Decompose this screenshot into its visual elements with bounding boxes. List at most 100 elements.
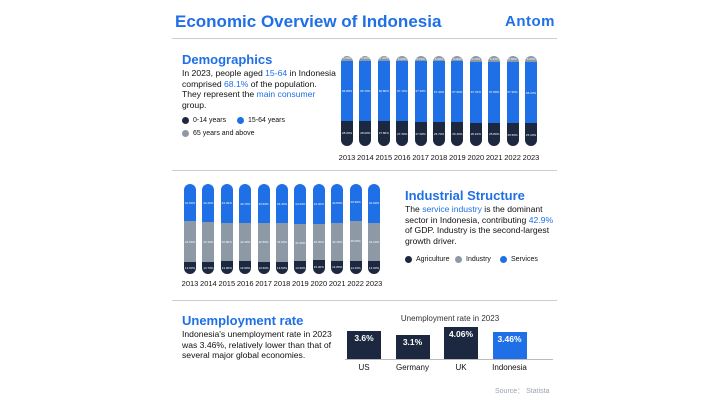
bar-segment: 6.40% bbox=[488, 56, 501, 62]
year-tick-label: 2023 bbox=[365, 279, 383, 288]
divider bbox=[172, 38, 557, 39]
legend-item: 15-64 years bbox=[237, 117, 285, 124]
bar-segment: 67.10% bbox=[396, 61, 409, 122]
bar-segment: 13.90% bbox=[294, 261, 307, 274]
bar-segment: 27.80% bbox=[377, 120, 390, 146]
bar-segment: 40.30% bbox=[312, 223, 325, 261]
category-label: UK bbox=[455, 363, 467, 372]
bar-segment: 42.80% bbox=[257, 223, 270, 262]
unemployment-text: Indonesia's unemployment rate in 2023 wa… bbox=[182, 329, 332, 360]
year-tick-label: 2020 bbox=[310, 279, 328, 288]
year-tick-label: 2018 bbox=[430, 153, 448, 162]
bar-segment: 27.00% bbox=[414, 121, 427, 146]
bar-segment: 5.30% bbox=[359, 56, 372, 61]
legend-label: 65 years and above bbox=[193, 130, 255, 137]
year-tick-label: 2016 bbox=[393, 153, 411, 162]
year-tick-label: 2019 bbox=[292, 279, 309, 288]
legend-dot-icon bbox=[455, 256, 462, 263]
year-tick-label: 2020 bbox=[467, 153, 485, 162]
year-tick-label: 2013 bbox=[338, 153, 356, 162]
bar-segment: 13.90% bbox=[239, 261, 252, 274]
demographics-text: In 2023, people aged 15-64 in Indonesia … bbox=[182, 68, 336, 110]
bar-segment: 67.60% bbox=[451, 61, 464, 123]
bar-segment: 40.90% bbox=[349, 184, 362, 221]
bar-segment: 13.60% bbox=[257, 261, 270, 274]
category-label: Germany bbox=[396, 363, 429, 372]
legend-dot-icon bbox=[182, 130, 189, 137]
stacked-bar: 5.90% 67.40% 26.70% bbox=[433, 56, 445, 146]
year-tick-label: 2021 bbox=[485, 153, 503, 162]
industrial-heading: Industrial Structure bbox=[405, 188, 525, 203]
industrial-text: The service industry is the dominant sec… bbox=[405, 204, 554, 246]
bar-segment: 28.00% bbox=[341, 120, 353, 146]
stacked-bar: 6.40% 67.80% 25.80% bbox=[488, 56, 501, 146]
bar-segment: 13.90% bbox=[220, 261, 233, 274]
bar-segment: 5.20% bbox=[341, 56, 353, 61]
bar-segment: 13.70% bbox=[202, 261, 215, 274]
bar-segment: 43.70% bbox=[239, 184, 252, 224]
stacked-bar: 43.70% 42.40% 13.90% bbox=[239, 184, 252, 274]
legend-label: 15-64 years bbox=[248, 117, 285, 124]
year-tick-label: 2018 bbox=[273, 279, 291, 288]
stacked-bar: 42.80% 42.40% 14.80% bbox=[331, 184, 344, 274]
legend-dot-icon bbox=[237, 117, 244, 124]
year-tick-label: 2014 bbox=[357, 153, 374, 162]
bar-segment: 25.10% bbox=[525, 123, 537, 146]
year-tick-label: 2017 bbox=[412, 153, 429, 162]
x-axis-line bbox=[345, 359, 553, 360]
bar-segment: 14.10% bbox=[349, 261, 362, 274]
year-tick-label: 2013 bbox=[181, 279, 199, 288]
source-label: Source： Statista bbox=[495, 388, 550, 395]
demographics-heading: Demographics bbox=[182, 52, 273, 67]
bar-segment: 5.40% bbox=[377, 56, 390, 61]
bar-segment: 5.90% bbox=[433, 56, 445, 62]
legend-dot-icon bbox=[182, 117, 189, 124]
bar-segment: 43.10% bbox=[368, 222, 380, 262]
bar-segment: 28.00% bbox=[359, 120, 372, 146]
bar-segment: 42.80% bbox=[331, 184, 344, 223]
legend-item: Industry bbox=[455, 256, 491, 263]
stacked-bar: 44.40% 40.30% 15.30% bbox=[312, 184, 325, 274]
stacked-bar: 43.60% 42.80% 13.60% bbox=[257, 184, 270, 274]
stacked-bar: 44.20% 41.90% 13.90% bbox=[294, 184, 307, 274]
bar-segment: 5.70% bbox=[414, 56, 427, 62]
legend-label: Agriculture bbox=[416, 256, 450, 263]
divider bbox=[172, 170, 557, 171]
legend-item: Services bbox=[500, 256, 538, 263]
bar-segment: 5.60% bbox=[396, 56, 409, 62]
bar-segment: 13.60% bbox=[276, 261, 288, 274]
stacked-bar: 5.30% 66.70% 28.00% bbox=[359, 56, 372, 146]
bar-segment: 44.40% bbox=[312, 184, 325, 224]
bar-segment: 15.30% bbox=[312, 260, 325, 274]
bar-segment: 67.40% bbox=[433, 61, 445, 122]
stacked-bar: 6.80% 68.10% 25.10% bbox=[525, 56, 537, 146]
bar-segment: 43.60% bbox=[257, 184, 270, 224]
year-tick-label: 2016 bbox=[236, 279, 254, 288]
stacked-bar: 41.50% 44.90% 13.60% bbox=[184, 184, 196, 274]
unemployment-chart-title: Unemployment rate in 2023 bbox=[400, 314, 500, 323]
bar-segment: 66.70% bbox=[359, 60, 372, 121]
legend-item: Agriculture bbox=[405, 256, 449, 263]
year-tick-label: 2017 bbox=[255, 279, 272, 288]
stacked-bar: 40.90% 45.00% 14.10% bbox=[349, 184, 362, 274]
stacked-bar: 5.20% 66.80% 28.00% bbox=[341, 56, 353, 146]
stacked-bar: 42.20% 44.10% 13.70% bbox=[202, 184, 215, 274]
category-label: Indonesia bbox=[492, 363, 527, 372]
antom-logo: Antom bbox=[505, 13, 555, 30]
bar-segment: 67.90% bbox=[506, 61, 519, 124]
stacked-bar: 6.00% 67.60% 26.40% bbox=[451, 56, 464, 146]
bar-segment: 67.80% bbox=[488, 61, 501, 123]
bar-segment: 44.90% bbox=[184, 221, 196, 262]
bar-segment: 68.10% bbox=[525, 62, 537, 124]
bar-segment: 41.90% bbox=[294, 223, 307, 262]
bar-segment: 42.20% bbox=[202, 184, 215, 222]
bar-segment: 67.30% bbox=[414, 61, 427, 122]
bar-segment: 43.40% bbox=[276, 184, 288, 224]
year-tick-label: 2015 bbox=[375, 153, 393, 162]
bar-segment: 26.10% bbox=[469, 122, 482, 146]
year-tick-label: 2022 bbox=[504, 153, 521, 162]
legend-dot-icon bbox=[405, 256, 412, 263]
bar-segment: 13.60% bbox=[184, 261, 196, 274]
year-tick-label: 2015 bbox=[218, 279, 236, 288]
bar-segment: 45.00% bbox=[349, 220, 362, 262]
